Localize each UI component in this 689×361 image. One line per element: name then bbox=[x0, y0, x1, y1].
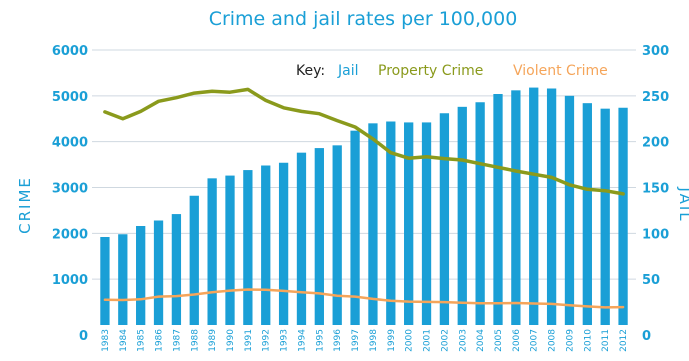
x-tick-label: 2009 bbox=[565, 329, 575, 352]
legend-entry-property-crime: Property Crime bbox=[378, 63, 483, 79]
jail-bar bbox=[207, 178, 217, 325]
x-tick-label: 2000 bbox=[405, 329, 415, 352]
left-axis-ticks: 0 1000 2000 3000 4000 5000 6000 bbox=[52, 44, 88, 344]
legend-entry-violent-crime: Violent Crime bbox=[513, 63, 608, 79]
chart-title: Crime and jail rates per 100,000 bbox=[209, 8, 518, 30]
jail-bar bbox=[421, 122, 432, 326]
jail-bar bbox=[529, 87, 539, 325]
x-tick-label: 2005 bbox=[494, 329, 504, 352]
right-axis-title: JAIL bbox=[676, 186, 689, 222]
x-tick-label: 1991 bbox=[244, 329, 254, 352]
jail-bar bbox=[296, 152, 307, 325]
jail-bar bbox=[600, 108, 610, 326]
x-tick-label: 1996 bbox=[333, 329, 343, 352]
right-axis-ticks: 0 50 100 150 200 250 300 bbox=[642, 44, 669, 344]
legend-key-label: Key: bbox=[296, 63, 325, 79]
left-axis-title: CRIME bbox=[16, 176, 34, 234]
x-tick-label: 2011 bbox=[601, 329, 611, 352]
x-tick-label: 1990 bbox=[226, 329, 236, 352]
jail-bar bbox=[618, 107, 628, 325]
left-tick-label: 6000 bbox=[52, 44, 88, 59]
jail-bar bbox=[564, 95, 575, 325]
legend: Key: Jail Property Crime Violent Crime bbox=[296, 63, 608, 79]
left-tick-label: 5000 bbox=[52, 90, 88, 105]
jail-bar bbox=[475, 102, 485, 325]
x-tick-label: 1993 bbox=[280, 329, 290, 352]
x-tick-label: 1983 bbox=[101, 329, 111, 352]
jail-bar bbox=[350, 130, 360, 325]
x-tick-label: 2004 bbox=[476, 329, 486, 352]
left-tick-label: 2000 bbox=[52, 227, 88, 242]
right-tick-label: 200 bbox=[642, 136, 669, 151]
x-tick-label: 1985 bbox=[137, 329, 147, 352]
x-tick-label: 2010 bbox=[583, 329, 593, 352]
x-tick-label: 2002 bbox=[440, 329, 450, 352]
jail-bar bbox=[153, 220, 164, 325]
x-tick-label: 2006 bbox=[512, 329, 522, 352]
right-tick-label: 50 bbox=[642, 273, 660, 288]
right-tick-label: 100 bbox=[642, 227, 669, 242]
jail-bar bbox=[582, 103, 592, 326]
x-tick-label: 2003 bbox=[458, 329, 468, 352]
x-tick-label: 2001 bbox=[423, 329, 433, 352]
left-tick-label: 1000 bbox=[52, 273, 88, 288]
jail-bar bbox=[511, 90, 521, 325]
violent-crime-line bbox=[103, 288, 625, 309]
x-tick-label: 1994 bbox=[297, 329, 307, 352]
jail-bar bbox=[546, 88, 557, 325]
property-crime-line bbox=[103, 87, 625, 196]
right-tick-label: 250 bbox=[642, 90, 669, 105]
right-tick-label: 150 bbox=[642, 182, 669, 197]
x-tick-label: 1988 bbox=[190, 329, 200, 352]
jail-bar bbox=[493, 94, 503, 325]
legend-entry-jail: Jail bbox=[337, 63, 359, 79]
x-tick-label: 1986 bbox=[155, 329, 165, 352]
jail-bar bbox=[368, 123, 378, 325]
jail-bar bbox=[136, 226, 146, 325]
jail-bar bbox=[118, 234, 128, 325]
left-tick-label: 0 bbox=[79, 329, 88, 344]
jail-bar bbox=[189, 195, 199, 325]
jail-bar bbox=[243, 170, 253, 325]
jail-bars bbox=[100, 87, 628, 326]
x-tick-label: 1995 bbox=[315, 329, 325, 352]
x-tick-label: 1998 bbox=[369, 329, 379, 352]
x-tick-label: 1984 bbox=[119, 329, 129, 352]
x-tick-label: 1997 bbox=[351, 329, 361, 352]
jail-bar bbox=[278, 162, 289, 325]
x-tick-label: 1992 bbox=[262, 329, 272, 352]
jail-bar bbox=[171, 214, 182, 325]
crime-lines bbox=[103, 87, 625, 309]
left-tick-label: 4000 bbox=[52, 136, 88, 151]
x-tick-label: 2008 bbox=[548, 329, 558, 352]
jail-bar bbox=[225, 175, 235, 325]
jail-bar bbox=[439, 113, 450, 325]
x-tick-label: 1999 bbox=[387, 329, 397, 352]
jail-bar bbox=[314, 148, 324, 325]
left-tick-label: 3000 bbox=[52, 182, 88, 197]
jail-bar bbox=[404, 122, 414, 326]
x-axis-ticks: 1983 1984 1985 1986 1987 1988 1989 1990 1991 1992… bbox=[101, 329, 629, 352]
x-tick-label: 2007 bbox=[530, 329, 540, 352]
x-tick-label: 2012 bbox=[619, 329, 629, 352]
right-tick-label: 0 bbox=[642, 329, 651, 344]
x-tick-label: 1987 bbox=[172, 329, 182, 352]
right-tick-label: 300 bbox=[642, 44, 669, 59]
jail-bar bbox=[261, 165, 271, 325]
jail-bar bbox=[332, 145, 342, 325]
jail-bar bbox=[386, 121, 396, 325]
x-tick-label: 1989 bbox=[208, 329, 218, 352]
jail-bar bbox=[457, 106, 467, 325]
jail-bar bbox=[100, 237, 110, 325]
